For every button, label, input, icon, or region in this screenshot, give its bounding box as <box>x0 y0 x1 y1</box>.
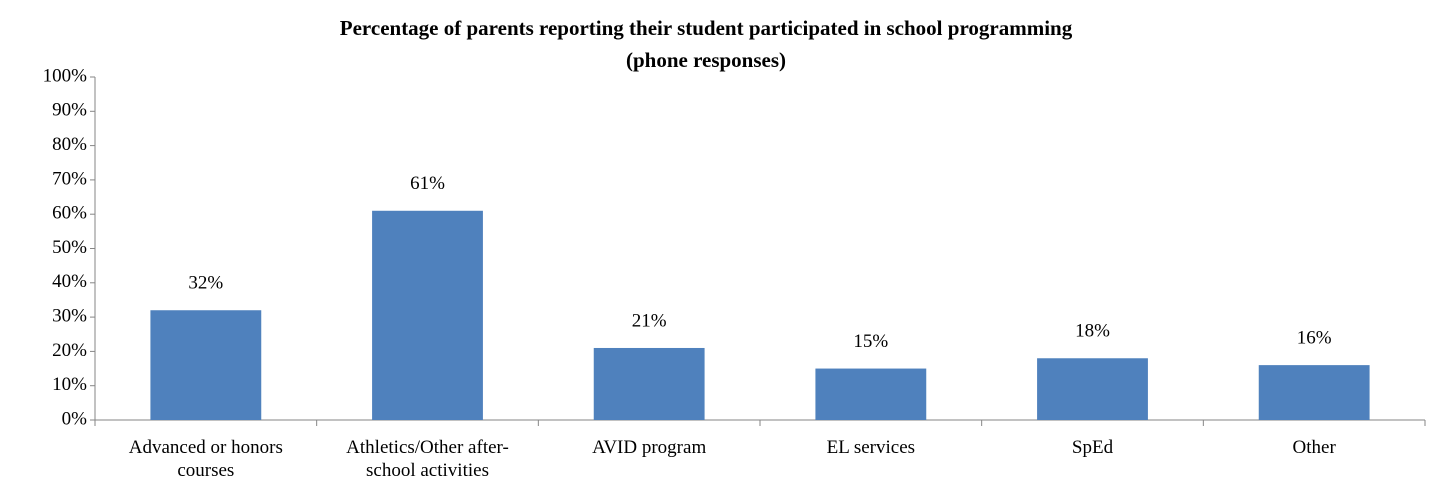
data-label: 18% <box>1075 321 1110 342</box>
y-tick-label: 70% <box>52 168 87 189</box>
data-label: 15% <box>853 331 888 352</box>
bar <box>372 210 483 420</box>
y-tick-label: 50% <box>52 237 87 258</box>
x-tick-label: SpEd <box>1071 437 1114 458</box>
x-tick-label: AVID program <box>592 437 707 458</box>
y-tick-label: 0% <box>62 408 88 429</box>
y-tick-label: 40% <box>52 271 87 292</box>
chart-title: Percentage of parents reporting their st… <box>340 16 1073 40</box>
x-tick-label: Other <box>1292 437 1336 458</box>
y-tick-label: 10% <box>52 374 87 395</box>
y-tick-label: 90% <box>52 100 87 121</box>
y-tick-label: 100% <box>43 65 88 86</box>
x-tick-label: Advanced or honors courses <box>128 437 283 481</box>
x-tick-label: EL services <box>826 437 916 458</box>
bar <box>150 310 262 420</box>
bar <box>1258 365 1370 420</box>
data-label: 61% <box>410 173 445 194</box>
bar <box>815 368 927 420</box>
y-tick-label: 20% <box>52 340 87 361</box>
chart-title: (phone responses) <box>626 48 786 72</box>
bar <box>593 347 705 420</box>
y-tick-label: 80% <box>52 134 87 155</box>
data-label: 32% <box>188 273 223 294</box>
data-label: 21% <box>632 310 667 331</box>
y-tick-label: 60% <box>52 203 87 224</box>
x-tick-label: Athletics/Other after-school activities <box>346 437 509 481</box>
bar <box>1037 358 1148 420</box>
data-label: 16% <box>1297 327 1332 348</box>
y-tick-label: 30% <box>52 305 87 326</box>
